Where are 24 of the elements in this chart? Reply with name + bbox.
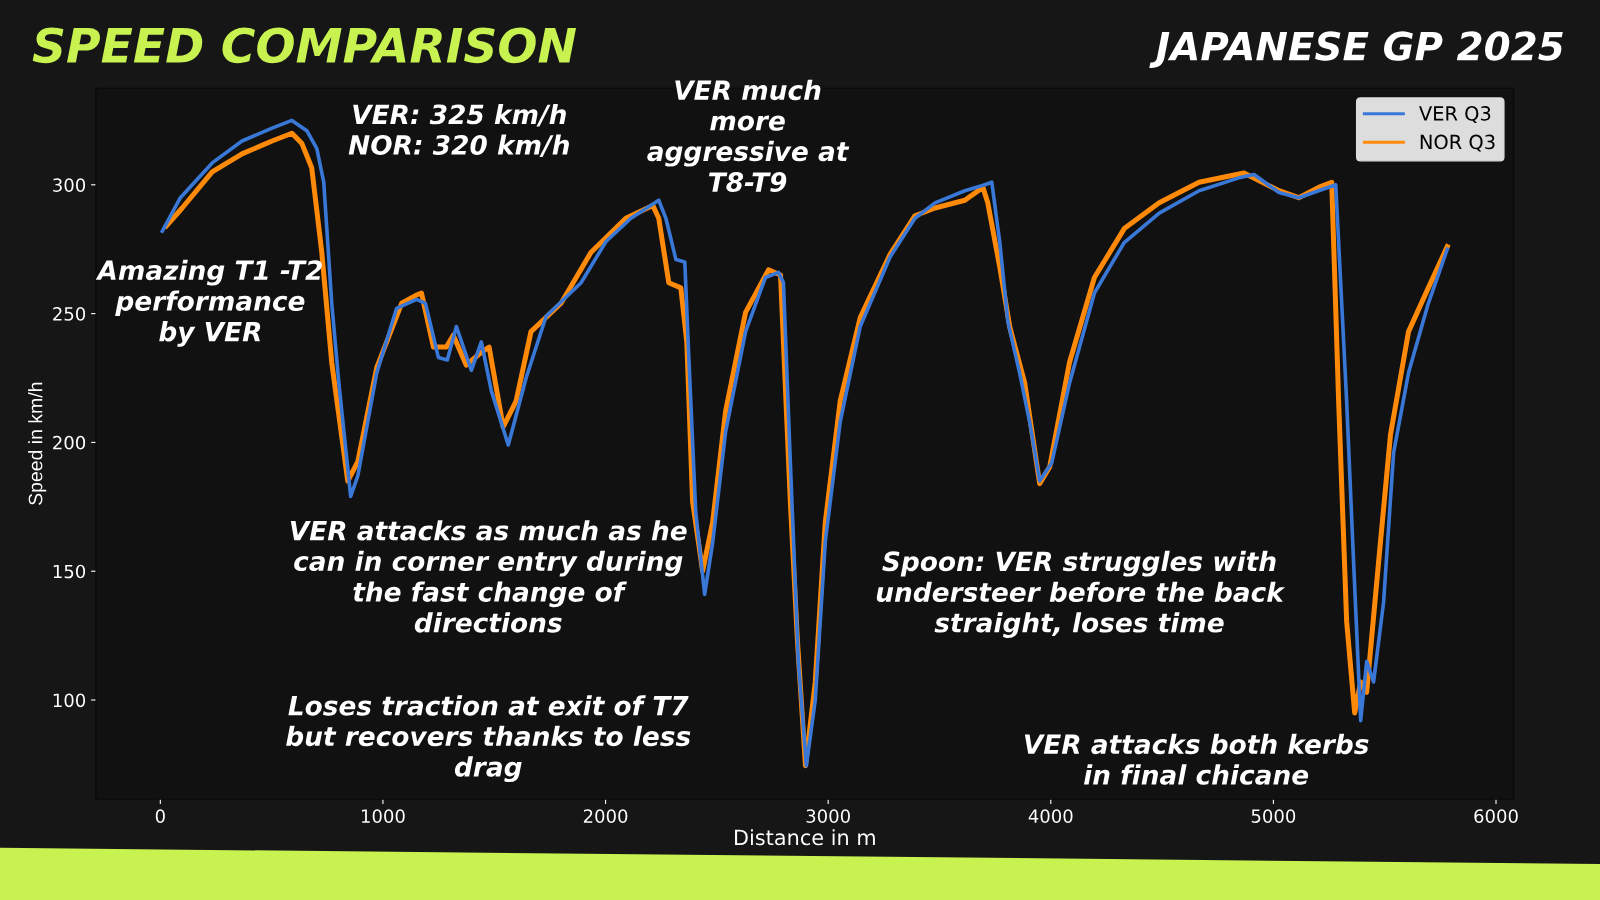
x-tick-label: 0 (155, 809, 165, 823)
x-tick-label: 6000 (1474, 809, 1518, 823)
annotation: VER attacks both kerbs in final chicane (1024, 733, 1369, 785)
chart-subtitle: JAPANESE GP 2025 (1149, 31, 1563, 69)
x-tick-label: 5000 (1251, 809, 1296, 823)
annotation: VER: 325 km/h NOR: 320 km/h (348, 103, 569, 157)
y-axis-title: Speed in km/h (28, 382, 47, 505)
legend-label: VER Q3 (1419, 106, 1491, 123)
y-tick-label: 150 (53, 564, 86, 579)
x-tick-label: 1000 (361, 809, 405, 823)
x-tick-label: 3000 (806, 809, 850, 823)
y-tick-label: 300 (53, 178, 86, 192)
annotation: Spoon: VER struggles with understeer before the back straight, loses time (876, 550, 1286, 638)
x-tick-label: 2000 (583, 809, 628, 823)
legend-label: NOR Q3 (1420, 134, 1495, 152)
y-tick-label: 100 (53, 693, 86, 708)
annotation: VER attacks as much as he can in corner entry during the fast change of directions (290, 520, 687, 633)
y-tick-label: 250 (53, 307, 86, 321)
y-tick-label: 200 (53, 435, 86, 450)
x-axis-title: Distance in m (735, 829, 875, 846)
x-tick-label: 4000 (1028, 809, 1073, 823)
annotation: VER much more aggressive at T8-T9 (647, 79, 850, 193)
annotation: Loses traction at exit of T7 but recovers thanks to less drag (286, 695, 691, 783)
chart-title: SPEED COMPARISON (32, 27, 577, 64)
